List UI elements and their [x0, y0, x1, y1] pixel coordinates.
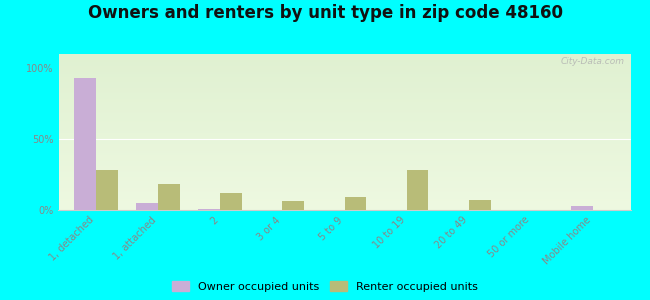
Bar	[136, 203, 158, 210]
Bar	[198, 208, 220, 210]
Bar	[96, 170, 118, 210]
Text: City-Data.com: City-Data.com	[561, 57, 625, 66]
Bar	[407, 170, 428, 210]
Bar	[469, 200, 491, 210]
Legend: Owner occupied units, Renter occupied units: Owner occupied units, Renter occupied un…	[170, 279, 480, 294]
Bar	[220, 193, 242, 210]
Bar	[74, 78, 96, 210]
Bar	[344, 197, 366, 210]
Bar	[158, 184, 180, 210]
Text: Owners and renters by unit type in zip code 48160: Owners and renters by unit type in zip c…	[88, 4, 562, 22]
Bar	[571, 206, 593, 210]
Bar	[282, 202, 304, 210]
